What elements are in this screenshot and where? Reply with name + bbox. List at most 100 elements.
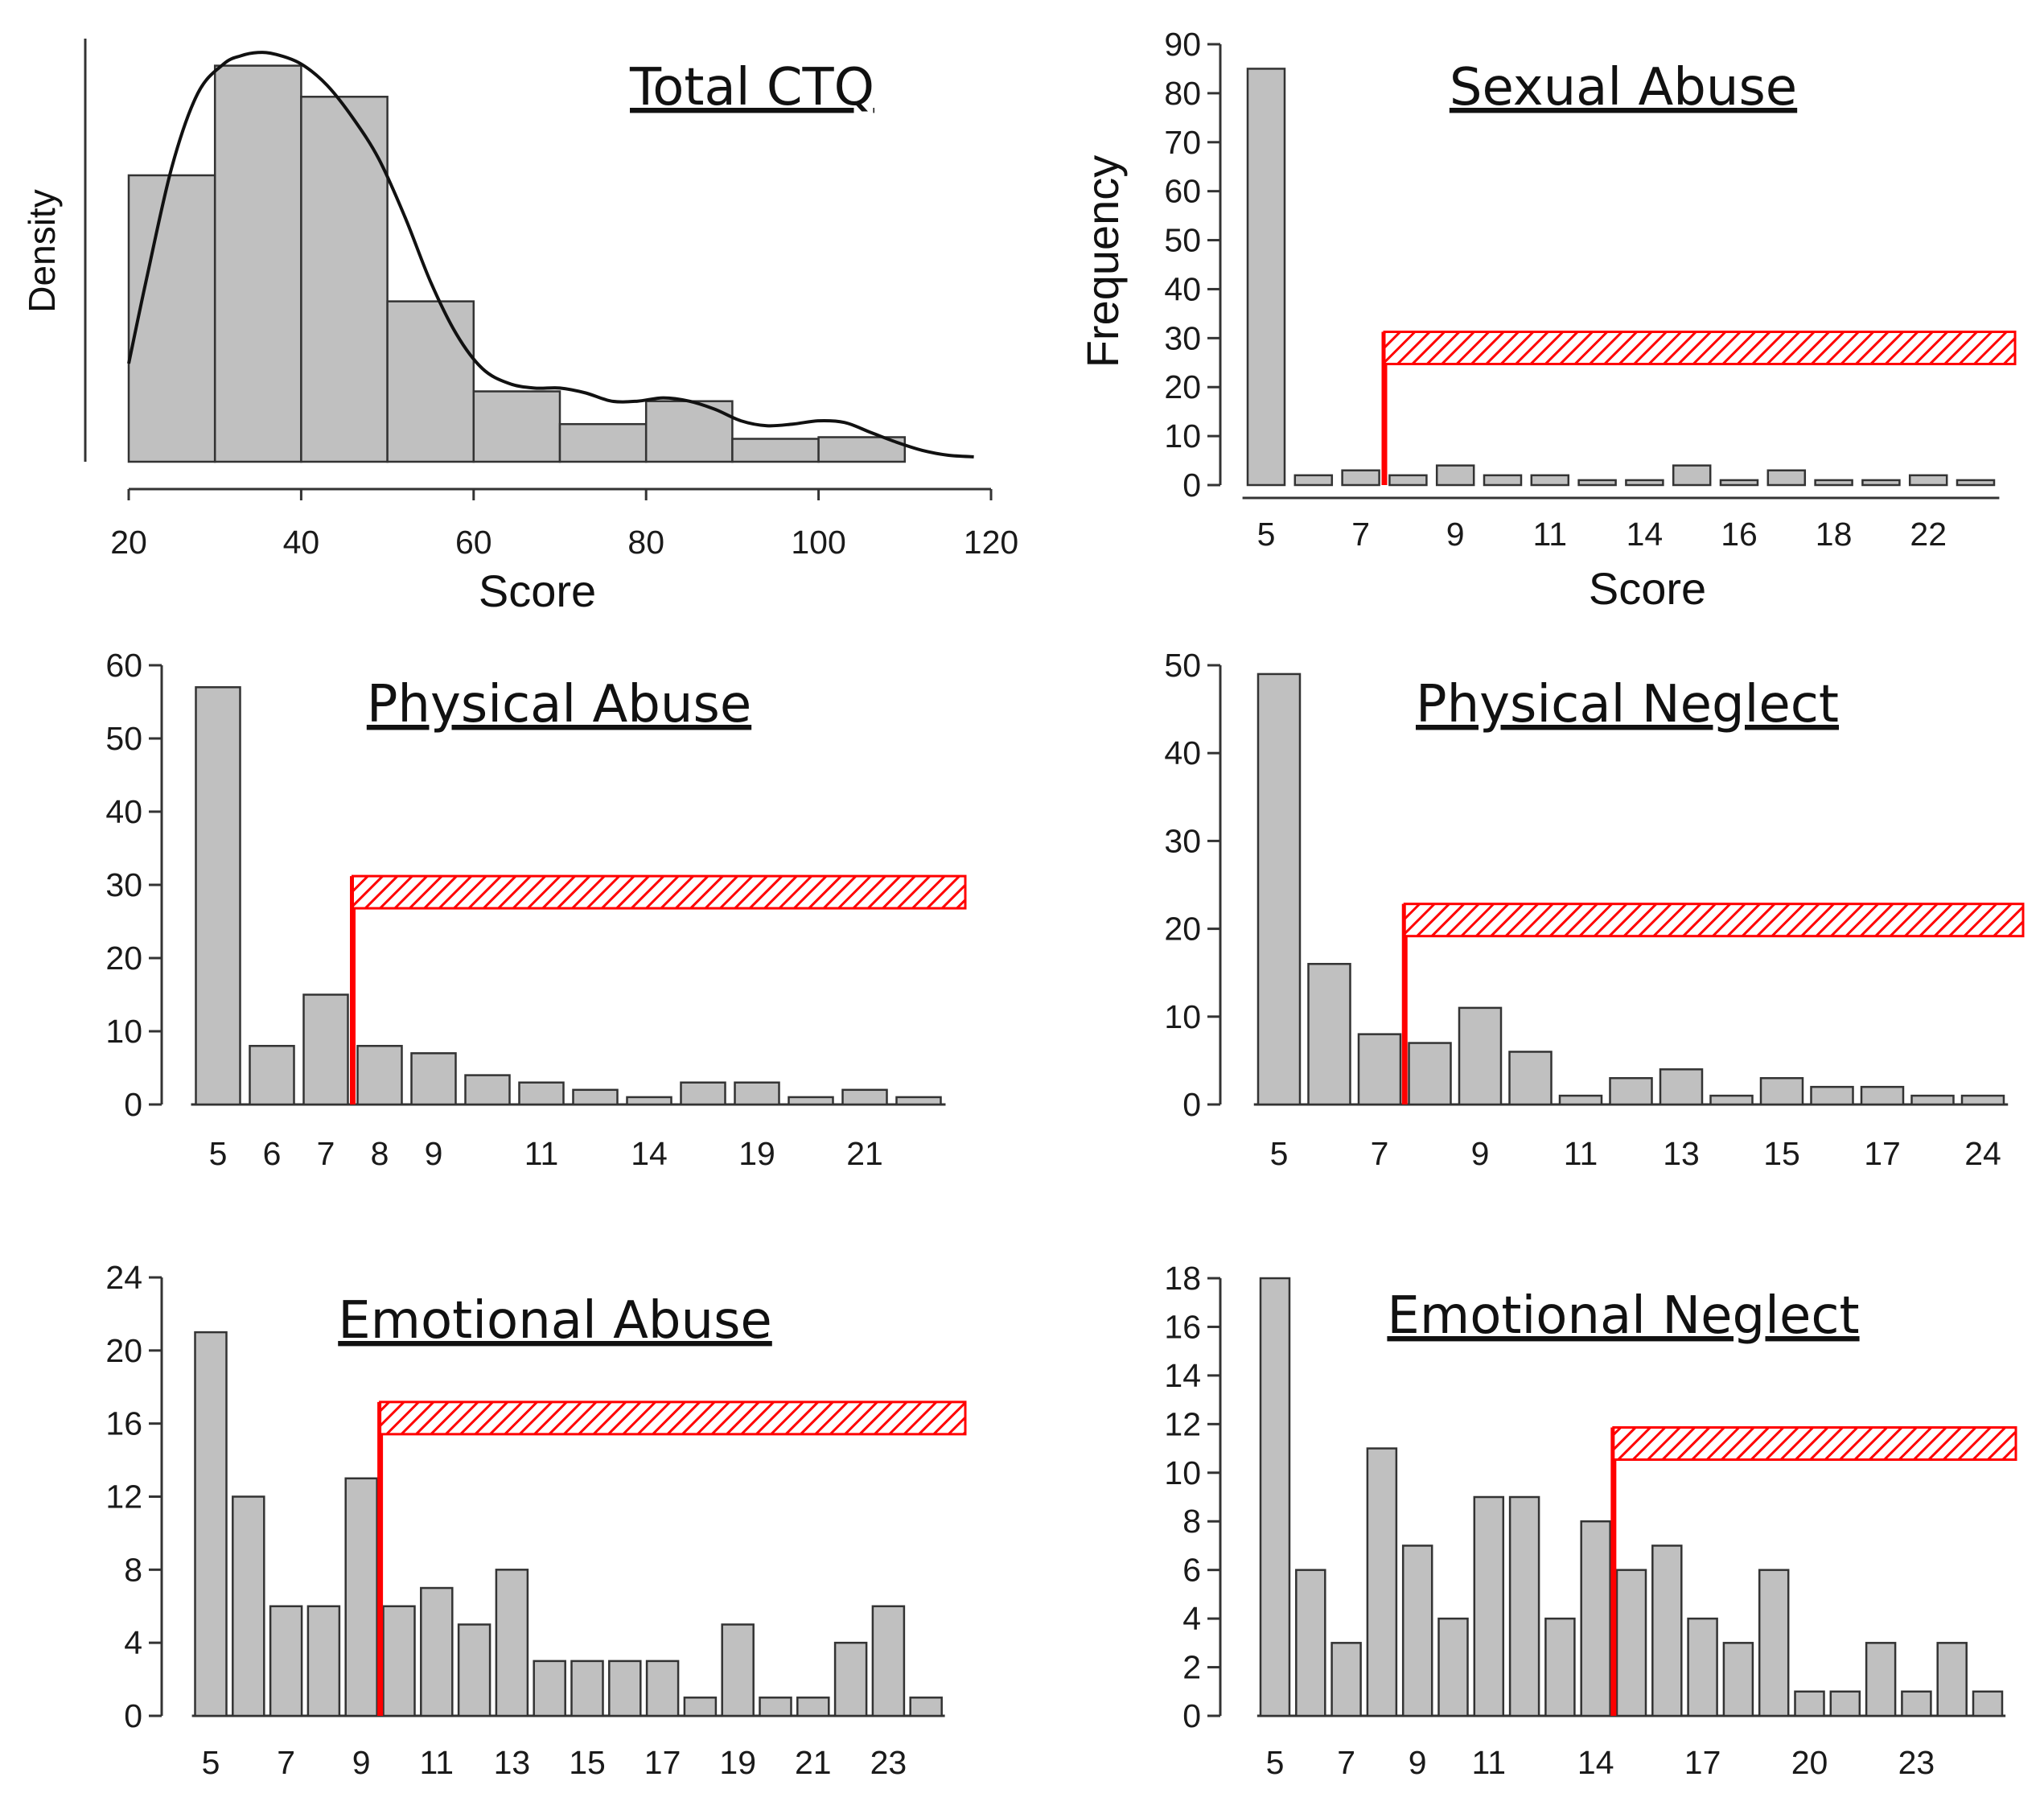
x-tick-label: 60 (455, 524, 492, 561)
bar (306, 1605, 341, 1717)
y-tick-label: 40 (1164, 270, 1201, 307)
x-tick-label: 11 (1472, 1744, 1507, 1781)
y-tick-label: 50 (1164, 222, 1201, 259)
panel-total-ctq: 20 40 60 80 100 120 Total CTQ Score Density (21, 39, 1018, 616)
y-tick-label: 10 (1164, 998, 1201, 1035)
bar (232, 1495, 265, 1717)
bar (1558, 1094, 1603, 1106)
bar (1388, 474, 1428, 487)
bar (1722, 1642, 1754, 1717)
chart-title: Total CTQ (629, 58, 874, 117)
y-tick-label: 12 (1164, 1405, 1201, 1442)
x-tick-label: 15 (569, 1744, 606, 1781)
bar (410, 1052, 457, 1106)
y-tick-label: 60 (105, 647, 142, 684)
bar (1401, 1544, 1433, 1717)
bar (1956, 479, 1996, 487)
bar (1330, 1642, 1362, 1717)
y-axis-label: Frequency (1077, 155, 1128, 368)
bar (1814, 479, 1853, 487)
density-curve (127, 51, 974, 459)
bar (1246, 68, 1286, 487)
bar (788, 1096, 834, 1106)
x-tick-label: 5 (209, 1135, 228, 1172)
bar (1861, 479, 1901, 487)
x-tick-label: 13 (1663, 1135, 1700, 1172)
y-tick-label: 0 (124, 1697, 142, 1734)
y-tick-label: 30 (1164, 319, 1201, 356)
y-tick-label: 20 (105, 940, 142, 977)
y-tick-label: 4 (124, 1624, 142, 1661)
bar (1936, 1642, 1968, 1717)
x-tick-label: 7 (277, 1744, 295, 1781)
x-tick-label: 11 (1533, 516, 1568, 553)
histogram-bar (558, 422, 648, 463)
bar (344, 1477, 378, 1717)
bar (1256, 672, 1302, 1106)
x-tick-label: 20 (1791, 1744, 1828, 1781)
y-tick-label: 16 (1164, 1308, 1201, 1345)
histogram-bar (300, 96, 389, 463)
x-tick-label: 9 (352, 1744, 371, 1781)
bar (195, 686, 241, 1106)
bar (302, 993, 349, 1106)
bar (895, 1096, 942, 1106)
bar (1580, 1520, 1611, 1717)
y-tick-label: 0 (124, 1086, 142, 1123)
bar (1437, 1617, 1469, 1717)
bar (249, 1044, 295, 1106)
y-tick-label: 4 (1182, 1600, 1201, 1637)
bar (1719, 479, 1759, 487)
x-tick-label: 11 (420, 1744, 454, 1781)
bar (796, 1697, 830, 1717)
bar (1609, 1076, 1653, 1106)
y-tick-label: 90 (1164, 26, 1201, 63)
x-tick-label: 40 (283, 524, 320, 561)
bar (572, 1088, 619, 1106)
bar (1687, 1617, 1718, 1717)
x-tick-label: 21 (846, 1135, 883, 1172)
bar (680, 1081, 726, 1106)
x-tick-label: 14 (631, 1135, 668, 1172)
panel-emotional-neglect: 0 2 4 6 8 10 12 14 16 18 5 7 9 11 14 17 20 23 Emotional N… (1164, 1260, 2017, 1781)
bar (1366, 1447, 1398, 1717)
y-tick-label: 10 (105, 1013, 142, 1050)
bar (464, 1074, 511, 1106)
x-tick-label: 11 (524, 1135, 559, 1172)
x-tick-label: 22 (1910, 516, 1947, 553)
bar (420, 1586, 454, 1717)
x-tick-label: 7 (317, 1135, 335, 1172)
x-axis-label: Score (1589, 563, 1706, 614)
x-tick-label: 19 (719, 1744, 756, 1781)
bar (1972, 1690, 2004, 1717)
x-tick-label: 19 (738, 1135, 775, 1172)
threshold-band (1403, 903, 2025, 938)
bar (1259, 1277, 1291, 1717)
histogram-bar (127, 174, 216, 463)
bar (683, 1697, 718, 1717)
y-tick-label: 8 (124, 1551, 142, 1588)
x-tick-label: 6 (263, 1135, 282, 1172)
histogram-bar (213, 64, 302, 463)
bar (1860, 1085, 1905, 1106)
bar (871, 1605, 906, 1717)
x-tick-label: 20 (110, 524, 147, 561)
y-tick-label: 6 (1182, 1552, 1201, 1589)
bar (833, 1641, 868, 1717)
chart-title: Emotional Abuse (338, 1291, 772, 1351)
bar (269, 1605, 303, 1717)
bar (1615, 1569, 1647, 1717)
bar (645, 1660, 680, 1717)
bar (721, 1623, 755, 1717)
x-tick-label: 8 (371, 1135, 389, 1172)
bar (1910, 1094, 1955, 1106)
y-tick-label: 20 (1164, 911, 1201, 948)
y-tick-label: 20 (1164, 368, 1201, 405)
x-tick-label: 5 (1257, 516, 1276, 553)
x-tick-label: 120 (964, 524, 1018, 561)
bar (1473, 1495, 1505, 1717)
y-tick-label: 12 (105, 1479, 142, 1516)
bar (1508, 1495, 1540, 1717)
y-tick-label: 14 (1164, 1357, 1201, 1394)
y-tick-label: 40 (1164, 734, 1201, 771)
